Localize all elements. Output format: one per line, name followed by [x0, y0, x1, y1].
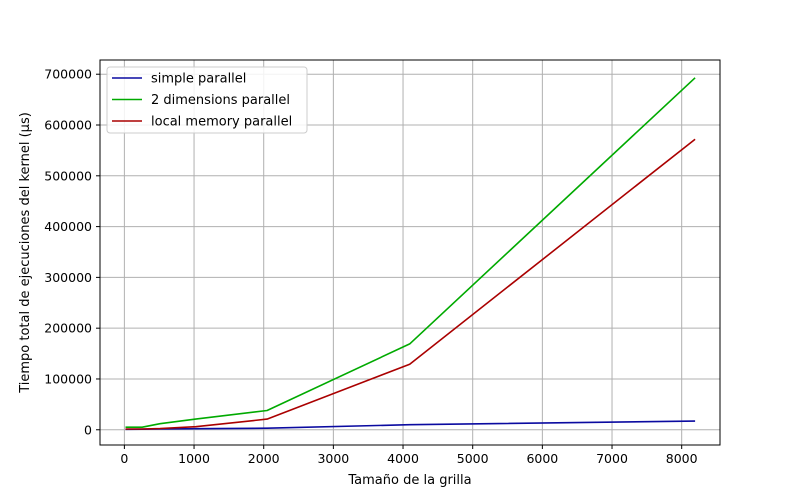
- series-lines: [125, 77, 696, 431]
- x-tick-label: 5000: [457, 451, 489, 466]
- plot-frame: [99, 59, 721, 446]
- x-tick-label: 1000: [178, 451, 210, 466]
- legend-label-2: 2 dimensions parallel: [151, 93, 290, 108]
- y-tick-label: 200000: [44, 321, 92, 336]
- y-tick-label: 300000: [44, 270, 92, 285]
- legend-box: [106, 66, 308, 134]
- x-tick-label: 0: [120, 451, 128, 466]
- y-axis-ticks: 0 100000 200000 300000 400000 500000 600000 700…: [44, 67, 100, 437]
- series-line-3: [125, 138, 696, 430]
- grid-lines: [100, 60, 720, 445]
- y-tick-label: 400000: [44, 219, 92, 234]
- x-tick-label: 4000: [387, 451, 419, 466]
- x-tick-label: 3000: [317, 451, 349, 466]
- series-line-2: [125, 77, 696, 429]
- y-tick-label: 0: [84, 422, 92, 437]
- x-tick-label: 6000: [526, 451, 558, 466]
- x-axis-ticks: 0 1000 2000 3000 4000 5000 6000 7000 8000: [120, 445, 698, 466]
- legend: simple parallel 2 dimensions parallel loca…: [106, 66, 308, 134]
- x-axis-title: Tamaño de la grilla: [347, 473, 471, 488]
- legend-label-3: local memory parallel: [151, 115, 292, 130]
- y-tick-label: 700000: [44, 67, 92, 82]
- legend-label-1: simple parallel: [151, 72, 246, 87]
- y-tick-label: 600000: [44, 118, 92, 133]
- y-axis-title: Tiempo total de ejecuciones del kernel (…: [18, 112, 33, 394]
- x-tick-label: 2000: [248, 451, 280, 466]
- y-tick-label: 100000: [44, 371, 92, 386]
- x-tick-label: 8000: [666, 451, 698, 466]
- x-tick-label: 7000: [596, 451, 628, 466]
- y-tick-label: 500000: [44, 168, 92, 183]
